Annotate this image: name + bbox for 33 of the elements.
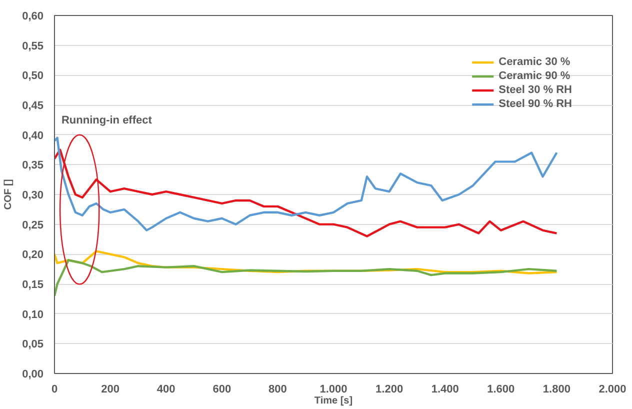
y-tick-label: 0,30: [22, 190, 44, 202]
legend-label: Steel 90 % RH: [498, 97, 572, 111]
x-tick-label: 2.000: [598, 384, 626, 396]
x-tick-label: 1.600: [487, 384, 515, 396]
x-tick-label: 1.800: [542, 384, 570, 396]
x-tick-label: 1.200: [376, 384, 404, 396]
legend-label: Steel 30 % RH: [498, 83, 572, 97]
x-tick-label: 800: [268, 384, 287, 396]
x-tick-label: 400: [156, 384, 176, 396]
x-tick-label: 600: [212, 384, 232, 396]
y-axis-title: COF []: [3, 179, 14, 210]
x-tick-label: 200: [101, 384, 120, 396]
x-tick-label: 1.400: [431, 384, 459, 396]
line-series: [54, 259, 558, 298]
y-tick-label: 0,45: [22, 100, 44, 112]
y-tick-label: 0,00: [22, 368, 44, 380]
annotation: Running-in effect: [61, 114, 152, 126]
y-tick-label: 0,10: [22, 308, 44, 321]
y-tick-label: 0,60: [22, 10, 44, 22]
y-tick-label: 0,15: [22, 279, 44, 291]
legend-label: Ceramic 90 %: [498, 69, 570, 83]
y-tick-label: 0,05: [22, 338, 44, 351]
x-tick-label: 1.000: [320, 384, 348, 396]
line-series: [54, 136, 558, 232]
y-tick-label: 0,25: [22, 219, 44, 232]
x-tick-label: 0: [51, 384, 58, 396]
y-tick-label: 0,40: [22, 130, 44, 142]
x-axis-title: Time [s]: [314, 396, 353, 406]
y-tick-label: 0,35: [22, 160, 44, 172]
y-tick-label: 0,20: [22, 249, 44, 262]
legend-label: Ceramic 30 %: [498, 55, 570, 69]
y-tick-label: 0,55: [22, 40, 44, 52]
y-tick-label: 0,50: [22, 70, 44, 82]
